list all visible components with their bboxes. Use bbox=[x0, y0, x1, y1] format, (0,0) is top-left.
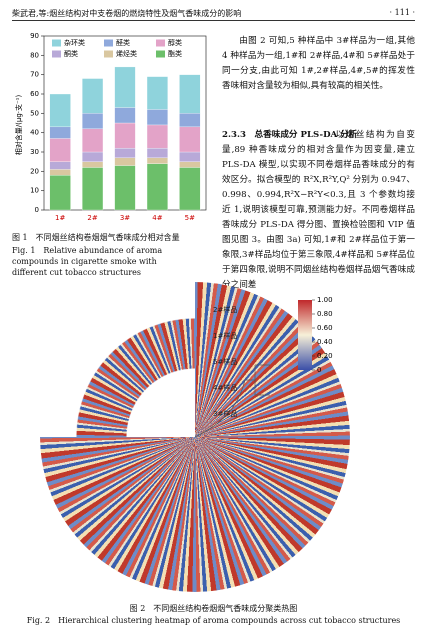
dendrogram bbox=[194, 364, 270, 438]
bar-segment bbox=[114, 122, 136, 149]
bar-segment bbox=[179, 74, 201, 114]
bar-segment bbox=[146, 124, 168, 149]
bar-segment bbox=[82, 78, 104, 114]
sample-label: 4#样品 bbox=[213, 383, 237, 392]
x-tick-label: 4# bbox=[152, 214, 162, 222]
colorbar-tick-label: 0.60 bbox=[317, 324, 333, 332]
legend-label: 杂环类 bbox=[64, 38, 85, 47]
legend-swatch bbox=[156, 39, 165, 47]
bar-segment bbox=[146, 163, 168, 211]
colorbar bbox=[298, 300, 312, 370]
y-tick-label: 50 bbox=[30, 109, 39, 117]
bar-segment bbox=[82, 167, 104, 211]
figure-1: 相对含量/(μg·支⁻¹) 0 10 20 30 40 50 60 70 80 90 1# 2# 3# 4… bbox=[14, 32, 207, 222]
y-tick-label: 80 bbox=[30, 51, 39, 59]
bar-segment bbox=[114, 165, 136, 211]
y-tick-label: 70 bbox=[30, 71, 39, 79]
x-tick-label: 3# bbox=[120, 214, 130, 222]
y-tick-label: 20 bbox=[30, 167, 39, 175]
page-number: · 111 · bbox=[389, 8, 415, 17]
sample-label: 3#样品 bbox=[213, 409, 237, 418]
y-tick-label: 90 bbox=[30, 32, 39, 40]
bar-segment bbox=[82, 151, 104, 162]
legend-swatch bbox=[104, 50, 113, 58]
legend-label: 酮类 bbox=[64, 49, 78, 58]
bar-segment bbox=[49, 93, 71, 128]
x-tick-label: 2# bbox=[87, 214, 97, 222]
bar-segment bbox=[146, 76, 168, 110]
legend-label: 醛类 bbox=[116, 38, 130, 47]
colorbar-tick-label: 0.80 bbox=[317, 310, 333, 318]
sample-label: 2#样品 bbox=[213, 305, 237, 314]
legend-swatch bbox=[156, 50, 165, 58]
section-number: 2.3.3 bbox=[222, 130, 246, 140]
figure-2-caption-en: Fig. 2 Hierarchical clustering heatmap o… bbox=[26, 616, 401, 625]
figure-2-caption-zh: 图 2 不同烟丝结构卷烟烟气香味成分聚类热图 bbox=[129, 604, 298, 613]
bar-segment bbox=[146, 157, 168, 164]
paragraph: 由图 2 可知,5 种样品中 3#样品为一组,其他 4 种样品为一组,1#和 2… bbox=[222, 36, 415, 91]
bar-segment bbox=[179, 113, 201, 128]
section-title: 总香味成分 PLS-DA 分析 bbox=[254, 130, 358, 140]
running-header: 柴武君,等:烟丝结构对中支卷烟的燃烧特性及烟气香味成分的影响 bbox=[12, 9, 242, 18]
sample-label: 5#样品 bbox=[213, 357, 237, 366]
colorbar-tick-label: 0.20 bbox=[317, 352, 333, 360]
y-tick-label: 30 bbox=[30, 148, 39, 156]
legend-label: 醇类 bbox=[168, 38, 182, 47]
legend-swatch bbox=[52, 50, 61, 58]
bar-segment bbox=[179, 151, 201, 162]
bar-segment bbox=[49, 138, 71, 162]
bar-segment bbox=[49, 161, 71, 170]
colorbar-tick-label: 1.00 bbox=[317, 296, 333, 304]
bar-segment bbox=[179, 167, 201, 211]
bar-segment bbox=[179, 161, 201, 168]
bar-segment bbox=[114, 157, 136, 166]
y-tick-label: 0 bbox=[35, 206, 39, 214]
section-heading: 2.3.3 总香味成分 PLS-DA 分析 bbox=[222, 128, 415, 140]
legend-swatch bbox=[52, 39, 61, 47]
legend-label: 烯烃类 bbox=[116, 49, 137, 58]
bar-segment bbox=[114, 107, 136, 124]
figure-1-caption-zh: 图 1 不同烟丝结构卷烟烟气香味成分相对含量 bbox=[12, 233, 180, 242]
bar-segment bbox=[114, 147, 136, 158]
bar-segment bbox=[114, 66, 136, 108]
paragraph-text: 以烟丝结构为自变量,89 种香味成分的相对含量作为因变量,建立 PLS-DA 模… bbox=[222, 130, 415, 290]
paragraph: 以烟丝结构为自变量,89 种香味成分的相对含量作为因变量,建立 PLS-DA 模… bbox=[222, 128, 415, 293]
colorbar-tick-label: 0.40 bbox=[317, 338, 333, 346]
y-tick-label: 40 bbox=[30, 129, 39, 137]
colorbar-tick-label: 0 bbox=[317, 366, 321, 374]
y-tick-label: 10 bbox=[30, 187, 39, 195]
x-tick-label: 5# bbox=[185, 214, 195, 222]
figure-1-caption-en: Fig. 1 Relative abundance of aroma compo… bbox=[12, 246, 163, 277]
header-rule bbox=[12, 20, 415, 21]
bar-segment bbox=[82, 161, 104, 168]
bar-segment bbox=[146, 147, 168, 158]
y-tick-label: 60 bbox=[30, 90, 39, 98]
legend-label: 酯类 bbox=[168, 49, 182, 58]
sample-label: 1#样品 bbox=[213, 331, 237, 340]
bar-segment bbox=[179, 126, 201, 153]
bar-segment bbox=[49, 169, 71, 176]
bar-segment bbox=[49, 126, 71, 139]
bar-segment bbox=[146, 109, 168, 126]
legend-swatch bbox=[104, 39, 113, 47]
bar-segment bbox=[82, 128, 104, 153]
figure-2: 2#样品 1#样品 5#样品 4#样品 3#样品 0 0.20 0.40 0.60 0.80 1.0… bbox=[194, 296, 333, 438]
y-axis-label: 相对含量/(μg·支⁻¹) bbox=[14, 95, 23, 156]
x-tick-label: 1# bbox=[55, 214, 65, 222]
bar-segment bbox=[82, 113, 104, 129]
bar-segment bbox=[49, 175, 71, 211]
